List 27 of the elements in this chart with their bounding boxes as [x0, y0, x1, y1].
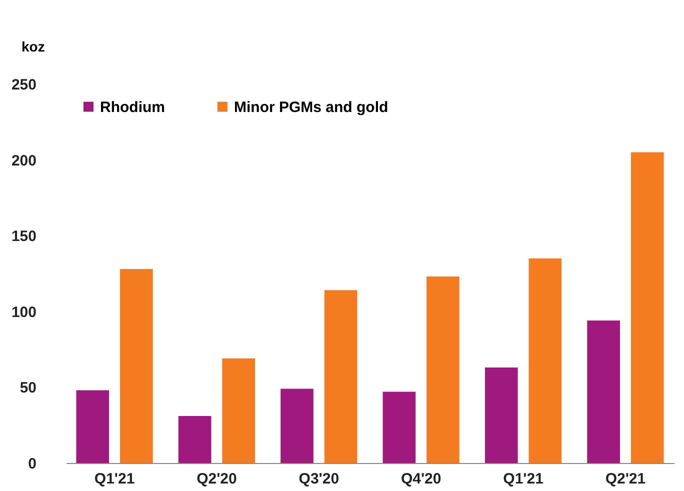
- bar: [280, 388, 314, 463]
- y-tick-label: 250: [11, 76, 36, 94]
- bar: [382, 392, 416, 463]
- legend-label: Minor PGMs and gold: [234, 98, 388, 116]
- bar: [587, 320, 620, 463]
- bar: [76, 390, 110, 463]
- bar: [484, 367, 518, 463]
- bar: [324, 290, 358, 463]
- bar: [630, 152, 664, 463]
- bar: [528, 258, 562, 463]
- bar: [178, 416, 212, 463]
- bar: [426, 276, 460, 463]
- x-tick-label: Q1'21: [94, 470, 135, 488]
- y-axis-title: koz: [22, 38, 45, 54]
- legend-label: Rhodium: [100, 98, 165, 116]
- x-tick-label: Q4'20: [400, 470, 442, 488]
- x-tick-label: Q2'21: [605, 470, 646, 488]
- y-tick-label: 150: [11, 228, 36, 246]
- x-tick-label: Q2'20: [196, 470, 237, 488]
- bar: [222, 358, 256, 463]
- bar: [120, 268, 153, 463]
- y-tick-label: 0: [28, 456, 36, 472]
- y-tick-label: 50: [20, 380, 36, 397]
- x-tick-label: Q1'21: [503, 470, 544, 488]
- x-tick-label: Q3'20: [298, 470, 340, 488]
- y-tick-label: 200: [11, 152, 36, 170]
- y-tick-label: 100: [11, 304, 36, 321]
